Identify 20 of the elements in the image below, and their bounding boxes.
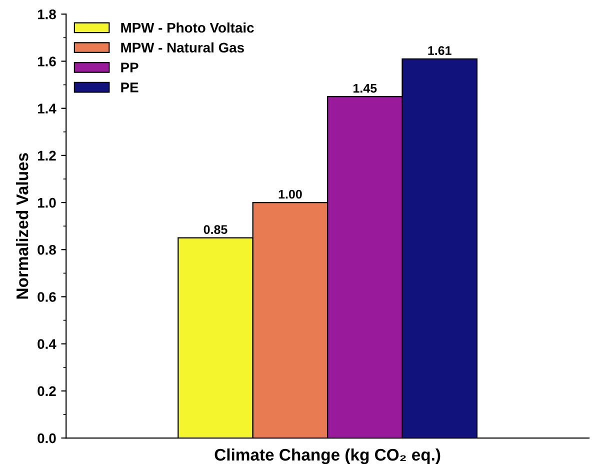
legend-label: MPW - Photo Voltaic: [121, 22, 254, 33]
y-tick-label: 0.8: [38, 244, 56, 255]
legend-label: MPW - Natural Gas: [121, 42, 244, 53]
y-tick-label: 1.6: [38, 56, 56, 66]
y-tick-label: 1.2: [38, 150, 56, 160]
data-label: 1.45: [354, 84, 377, 93]
y-axis-title: Normalized Values: [16, 153, 28, 299]
x-axis-title: Climate Change (kg CO₂ eq.): [214, 448, 440, 464]
y-tick-label: 1.0: [38, 198, 56, 208]
data-label: 1.00: [278, 190, 302, 199]
y-tick-label: 0.0: [38, 433, 56, 444]
y-tick-label: 0.2: [38, 386, 56, 396]
legend-label: PE: [121, 82, 138, 92]
y-tick-label: 1.4: [38, 104, 56, 114]
legend-label: PP: [121, 62, 138, 72]
y-tick-label: 1.8: [38, 9, 56, 20]
y-tick-label: 0.4: [38, 339, 56, 349]
data-label: 1.61: [428, 46, 452, 56]
data-label: 0.85: [204, 225, 228, 234]
y-tick-label: 0.6: [38, 292, 56, 302]
